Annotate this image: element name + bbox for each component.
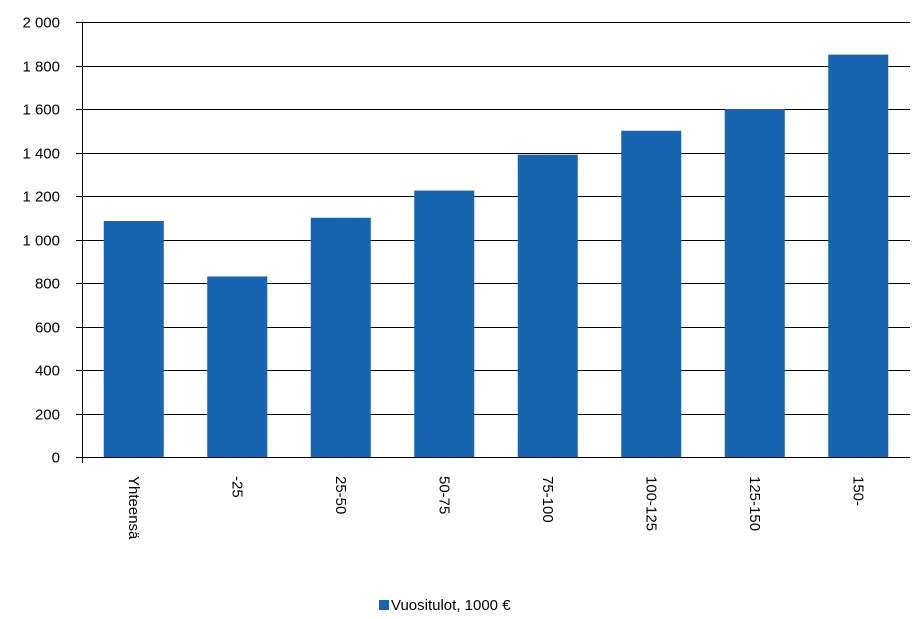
bar [724, 109, 785, 457]
x-tick-label: 25-50 [332, 476, 349, 514]
x-tick-label: 75-100 [539, 476, 556, 523]
y-tick-label: 600 [35, 320, 60, 337]
bar [103, 221, 164, 457]
y-axis-tick-labels: 0 200 400 600 800 1 000 1 200 1 400 1 600 1 800 2 … [22, 15, 60, 467]
legend-label: Vuositulot, 1000 € [391, 597, 511, 614]
legend-swatch [379, 600, 389, 610]
bar [414, 190, 475, 457]
y-tick-label: 1 800 [22, 59, 60, 76]
bar [828, 54, 889, 457]
y-tick-label: 1 600 [22, 102, 60, 119]
bar [517, 154, 578, 458]
bar [621, 130, 682, 457]
y-tick-label: 1 200 [22, 189, 60, 206]
y-tick-label: 2 000 [22, 15, 60, 32]
gridlines [76, 22, 910, 458]
y-tick-label: 0 [52, 450, 60, 467]
bars [103, 54, 889, 458]
x-tick-label: 50-75 [435, 476, 452, 514]
x-tick-label: -25 [228, 476, 245, 498]
y-tick-label: 400 [35, 363, 60, 380]
bar [207, 276, 268, 457]
x-tick-label: 150- [849, 476, 866, 506]
x-tick-label: 125-150 [746, 476, 763, 531]
x-tick-label: 100-125 [642, 476, 659, 531]
y-tick-label: 1 000 [22, 233, 60, 250]
x-axis-tick-labels: Yhteensä -25 25-50 50-75 75-100 100-125 125-15… [125, 476, 867, 540]
legend: Vuositulot, 1000 € [379, 597, 511, 614]
y-tick-label: 1 400 [22, 146, 60, 163]
axes [76, 22, 910, 463]
y-tick-label: 800 [35, 276, 60, 293]
y-tick-label: 200 [35, 407, 60, 424]
x-tick-label: Yhteensä [125, 476, 142, 540]
bar [310, 217, 371, 457]
